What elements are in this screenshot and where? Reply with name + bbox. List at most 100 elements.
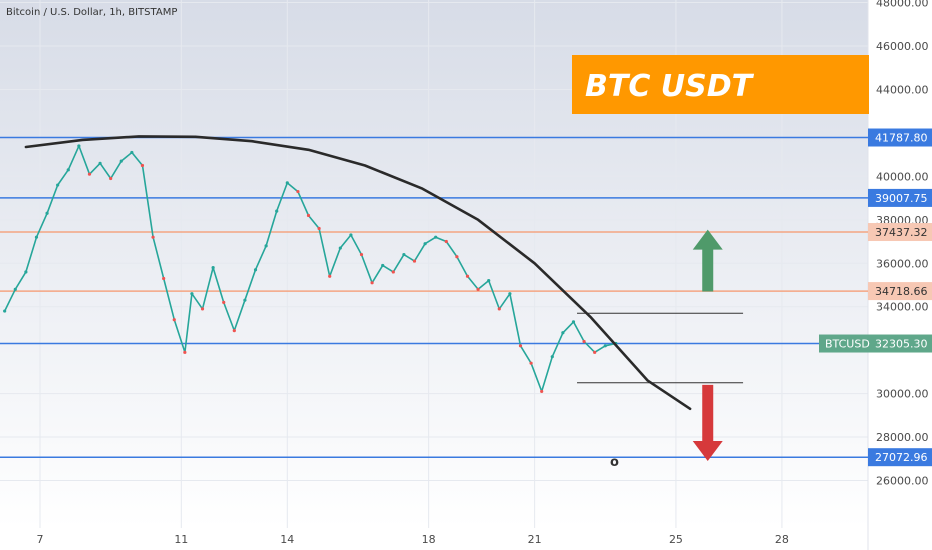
price-point	[98, 161, 102, 165]
price-point	[172, 318, 176, 322]
banner: BTC USDT	[572, 55, 869, 114]
price-point	[3, 309, 7, 313]
price-point	[190, 292, 194, 296]
banner-label: BTC USDT	[585, 69, 755, 104]
price-point	[338, 246, 342, 250]
arc-curve	[24, 135, 692, 411]
price-point	[285, 181, 289, 185]
price-point	[391, 270, 395, 274]
resistance-curve	[24, 135, 692, 411]
y-tick-label: 36000.00	[876, 257, 929, 270]
price-point	[402, 252, 406, 257]
up-arrow	[692, 229, 723, 292]
price-point	[593, 350, 597, 354]
price-point	[24, 270, 28, 274]
price-point	[455, 255, 459, 259]
level-badge-label: 34718.66	[875, 285, 928, 298]
price-point	[151, 235, 155, 239]
x-tick-label: 28	[775, 533, 789, 546]
price-point	[87, 172, 92, 176]
price-point	[275, 209, 279, 213]
price-point	[412, 259, 417, 263]
price-point	[476, 287, 480, 291]
level-badges: 41787.80 39007.75 37437.32 34718.66 32305.30…	[819, 128, 932, 467]
banner-box	[572, 55, 869, 114]
level-badge-label: 37437.32	[875, 226, 928, 239]
y-tick-label: 48000.00	[876, 0, 929, 10]
y-axis-ticks: 26000.00 28000.00 30000.00 34000.00 36000.00…	[876, 0, 929, 488]
symbol-label: BTCUSD	[825, 338, 870, 351]
price-series	[3, 144, 618, 394]
price-point	[296, 189, 300, 194]
x-tick-label: 21	[528, 533, 542, 546]
time-axis-background	[0, 528, 868, 550]
price-point	[603, 344, 607, 348]
price-point	[66, 168, 70, 172]
price-point	[56, 183, 60, 187]
level-badge	[868, 448, 932, 467]
price-point	[518, 344, 523, 348]
price-point	[317, 226, 321, 231]
x-tick-label: 7	[37, 533, 44, 546]
price-point	[497, 307, 501, 311]
price-point	[45, 211, 49, 215]
price-point	[540, 389, 544, 394]
y-tick-label: 30000.00	[876, 388, 929, 401]
price-point	[13, 287, 17, 291]
y-tick-label: 46000.00	[876, 40, 929, 53]
price-point	[77, 144, 81, 148]
price-point	[183, 350, 187, 354]
price-point	[381, 263, 385, 268]
x-tick-label: 11	[174, 533, 188, 546]
y-tick-label: 44000.00	[876, 83, 929, 96]
level-badge	[868, 188, 932, 207]
level-badge	[868, 128, 932, 147]
price-point	[370, 281, 374, 285]
price-point	[211, 265, 215, 270]
level-badge-label: 39007.75	[875, 192, 928, 205]
level-badge	[868, 334, 932, 353]
horizontal-levels	[0, 136, 868, 458]
price-point	[571, 320, 576, 324]
marker-glyph: o	[610, 455, 619, 470]
y-tick-label: 28000.00	[876, 431, 929, 444]
level-badge	[868, 282, 932, 301]
level-badge-label: 32305.30	[875, 338, 928, 351]
symbol-badge	[819, 334, 868, 353]
price-point	[109, 176, 113, 181]
price-point	[582, 339, 586, 344]
price-point	[550, 355, 554, 359]
price-point	[306, 213, 311, 218]
price-point	[434, 235, 438, 239]
x-tick-label: 25	[669, 533, 683, 546]
price-point	[487, 279, 491, 283]
price-point	[162, 276, 166, 281]
price-point	[529, 361, 533, 365]
level-badge	[868, 223, 932, 242]
y-tick-label: 26000.00	[876, 475, 929, 488]
x-tick-label: 14	[280, 533, 294, 546]
price-point	[200, 307, 205, 311]
level-badge-label: 27072.96	[875, 451, 928, 464]
price-point	[328, 274, 332, 278]
price-point	[359, 252, 364, 257]
price-point	[349, 233, 353, 237]
y-tick-label: 40000.00	[876, 170, 929, 183]
chart-title: Bitcoin / U.S. Dollar, 1h, BITSTAMP	[6, 7, 177, 18]
price-point	[264, 244, 268, 248]
price-point	[465, 274, 470, 278]
price-point	[34, 235, 39, 239]
price-point	[561, 331, 565, 335]
price-point	[444, 239, 448, 244]
price-point	[222, 300, 226, 304]
direction-arrows	[692, 229, 723, 461]
x-axis-ticks: 7 11 14 18 21 25 28	[37, 533, 789, 546]
down-arrow	[692, 384, 723, 461]
price-point	[119, 159, 123, 163]
price-point	[508, 292, 512, 296]
price-point	[232, 328, 236, 333]
price-point	[253, 268, 258, 272]
price-point	[423, 242, 427, 246]
y-tick-label: 34000.00	[876, 301, 929, 314]
